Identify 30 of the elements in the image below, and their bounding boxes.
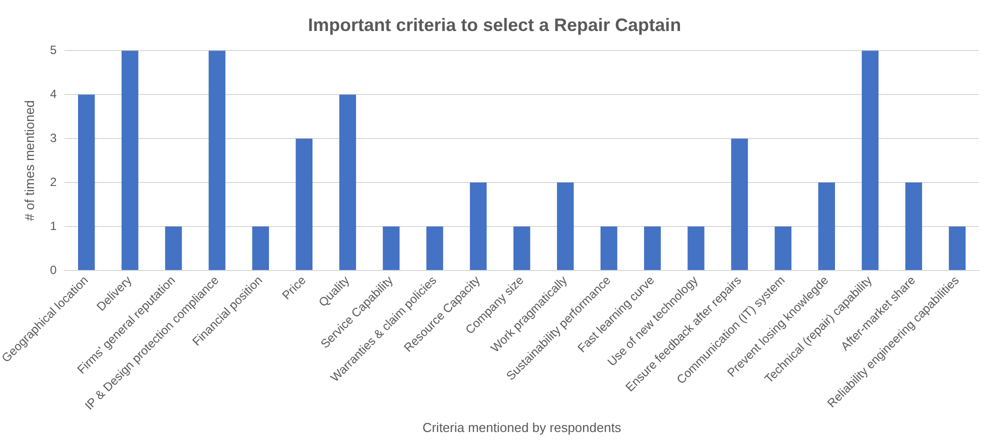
bar	[862, 50, 879, 270]
bar	[296, 138, 312, 270]
bar	[78, 94, 95, 270]
bar	[774, 226, 792, 270]
y-axis-title: # of times mentioned	[22, 100, 37, 221]
y-tick-label: 0	[50, 262, 57, 277]
bar	[644, 226, 661, 270]
y-tick-label: 1	[50, 218, 57, 233]
y-tick-label: 5	[50, 42, 57, 57]
bar	[600, 226, 618, 270]
bar	[731, 138, 748, 270]
bar	[122, 50, 138, 270]
bar	[818, 182, 835, 270]
bar	[165, 226, 182, 270]
bar	[513, 226, 530, 270]
bar	[339, 94, 356, 270]
bar	[252, 226, 269, 270]
bar	[688, 226, 704, 270]
y-tick-label: 3	[50, 130, 57, 145]
bar	[208, 50, 226, 270]
bar	[556, 182, 574, 270]
bar	[470, 182, 487, 270]
bar	[905, 182, 922, 270]
bar	[948, 226, 966, 270]
chart-title: Important criteria to select a Repair Captain	[308, 14, 682, 35]
bar	[426, 226, 444, 270]
x-axis-title: Criteria mentioned by respondents	[422, 420, 622, 435]
y-tick-label: 2	[50, 174, 57, 189]
y-tick-label: 4	[50, 86, 57, 101]
bar	[382, 226, 400, 270]
